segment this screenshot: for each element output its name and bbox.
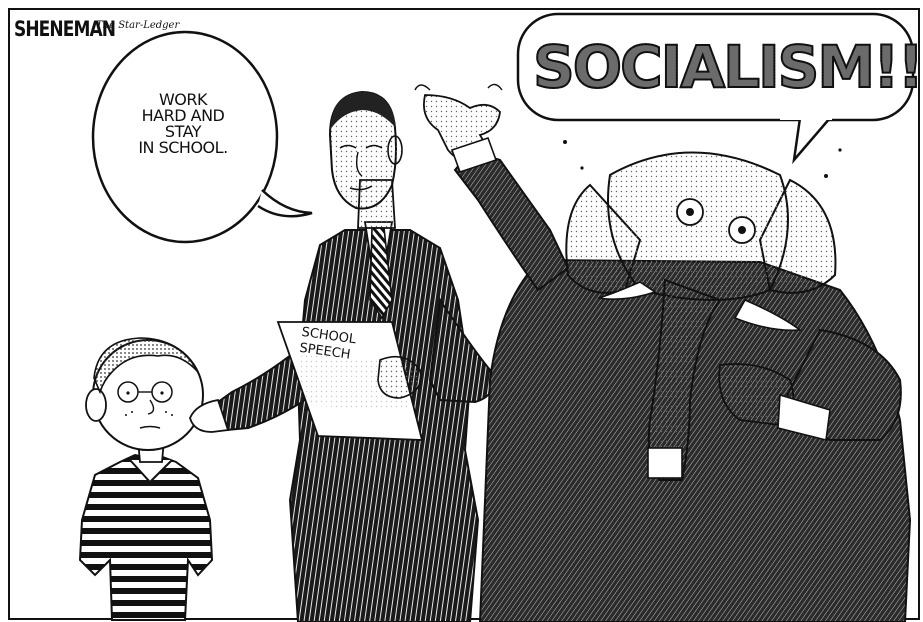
publication-name: The Star-Ledger bbox=[96, 20, 180, 31]
speech-line: HARD AND bbox=[141, 106, 225, 125]
speech-bubble-right bbox=[516, 12, 915, 165]
speech-line: STAY bbox=[164, 122, 202, 141]
school-speech-paper bbox=[276, 321, 424, 441]
speech-text-left: WORK HARD AND STAY IN SCHOOL. bbox=[118, 92, 248, 156]
elephant-figure bbox=[414, 83, 912, 622]
speech-line: IN SCHOOL. bbox=[138, 138, 228, 157]
cartoonist-signature: SHENEMAN bbox=[14, 17, 116, 41]
speech-bubble-left bbox=[91, 30, 313, 244]
speech-text-right: SOCIALISM!!! bbox=[532, 32, 923, 102]
boy-figure bbox=[78, 337, 214, 621]
speech-line: WORK bbox=[158, 90, 208, 109]
